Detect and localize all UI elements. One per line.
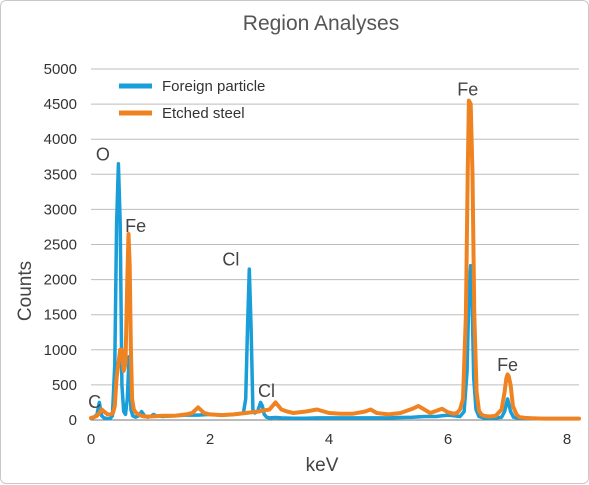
x-tick-label: 8	[563, 431, 571, 448]
y-tick-label: 1000	[44, 342, 77, 359]
y-axis-label: Counts	[15, 261, 36, 321]
x-tick-label: 0	[87, 431, 95, 448]
peak-label: Fe	[457, 80, 478, 100]
peak-label: O	[96, 144, 110, 164]
x-tick-label: 4	[325, 431, 333, 448]
y-tick-label: 4500	[44, 96, 77, 113]
peak-label: C	[88, 392, 101, 412]
y-tick-label: 4000	[44, 131, 77, 148]
peak-label: Cl	[258, 381, 275, 401]
legend-label: Foreign particle	[162, 78, 265, 95]
series-lines	[89, 98, 581, 421]
y-tick-label: 0	[69, 412, 77, 429]
series-line-foreign-particle	[89, 162, 581, 421]
legend: Foreign particle Etched steel	[119, 78, 265, 122]
x-axis-label: keV	[306, 455, 339, 476]
x-tick-label: 6	[444, 431, 452, 448]
series-line-etched-steel	[89, 98, 581, 421]
peak-label: Fe	[125, 216, 146, 236]
y-tick-label: 3000	[44, 201, 77, 218]
peak-label: Cl	[222, 250, 239, 270]
y-tick-label: 1500	[44, 307, 77, 324]
x-tick-labels: 0 2 4 6 8	[87, 431, 571, 448]
x-tick-label: 2	[206, 431, 214, 448]
y-tick-label: 3500	[44, 166, 77, 183]
y-tick-label: 2500	[44, 237, 77, 254]
legend-label: Etched steel	[162, 105, 245, 122]
y-tick-label: 2000	[44, 272, 77, 289]
peak-label: Fe	[497, 355, 518, 375]
peak-labels: C O Fe Cl Cl Fe Fe	[88, 80, 518, 412]
chart-title: Region Analyses	[243, 12, 399, 35]
y-tick-label: 5000	[44, 61, 77, 78]
gridlines	[91, 68, 579, 421]
y-tick-label: 500	[52, 377, 77, 394]
y-tick-labels: 0 500 1000 1500 2000 2500 3000 3500 4000 4500 5000	[44, 61, 77, 429]
